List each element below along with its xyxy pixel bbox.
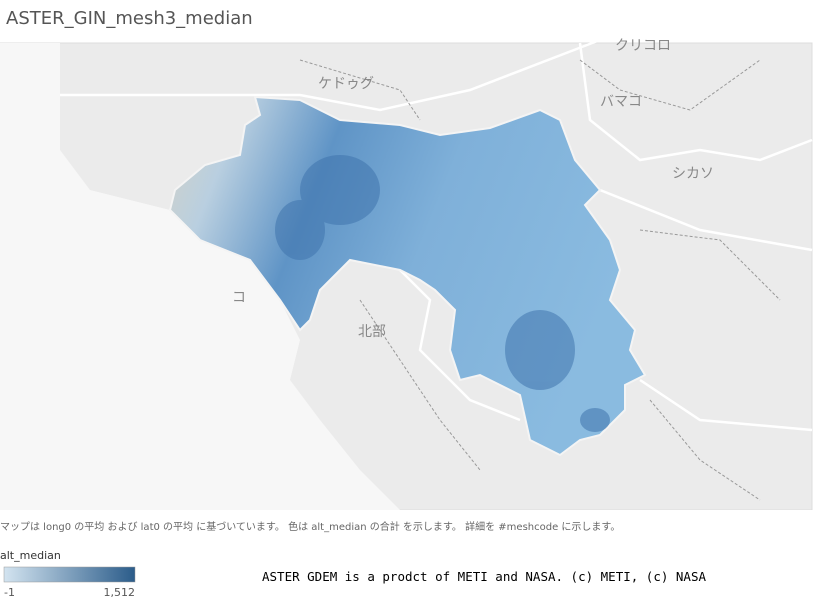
- legend-max: 1,512: [104, 586, 136, 599]
- place-label: ケドゥグ: [318, 76, 374, 92]
- legend-min: -1: [4, 586, 15, 599]
- highlands: [275, 155, 610, 432]
- legend-ramp: [3, 566, 136, 583]
- ocean: [0, 43, 400, 510]
- place-label: クリコロ: [615, 38, 671, 54]
- legend-title: alt_median: [0, 549, 61, 562]
- borders: [60, 38, 813, 432]
- place-label: コ: [232, 290, 246, 306]
- place-label: シカソ: [672, 166, 714, 182]
- caption: マップは long0 の平均 および lat0 の平均 に基づいています。 色は…: [0, 522, 621, 533]
- attribution: ASTER GDEM is a prodct of METI and NASA.…: [262, 569, 707, 584]
- place-label: 北部: [358, 324, 386, 340]
- title: ASTER_GIN_mesh3_median: [6, 8, 253, 29]
- admin-borders: [299, 59, 781, 501]
- place-label: バマコ: [600, 94, 642, 110]
- legend: -1 1,512: [3, 566, 136, 599]
